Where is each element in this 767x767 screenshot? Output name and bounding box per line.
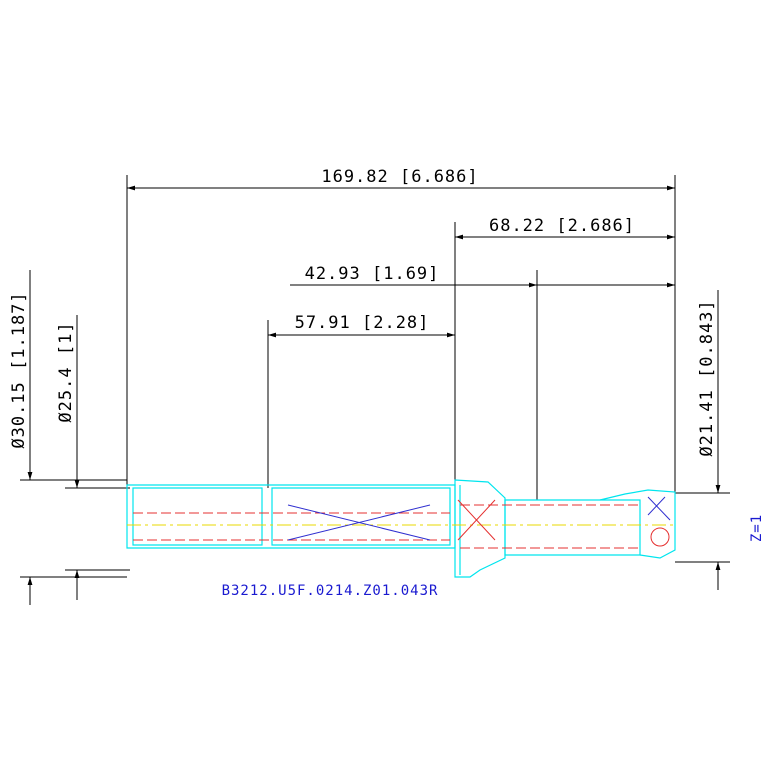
dim-label: Ø30.15 [1.187]	[9, 291, 29, 448]
part-number: B3212.U5F.0214.Z01.043R	[222, 583, 439, 599]
dimension-lines	[20, 175, 730, 605]
dim-label: Ø25.4 [1]	[56, 321, 76, 422]
dim-label: 169.82 [6.686]	[321, 167, 478, 187]
dim-label: 57.91 [2.28]	[295, 313, 430, 333]
teeth-count: Z=1	[749, 514, 765, 542]
dim-label: Ø21.41 [0.843]	[697, 299, 717, 456]
tool-body	[126, 479, 676, 578]
dim-label: 42.93 [1.69]	[305, 264, 440, 284]
dim-label: 68.22 [2.686]	[489, 216, 635, 236]
